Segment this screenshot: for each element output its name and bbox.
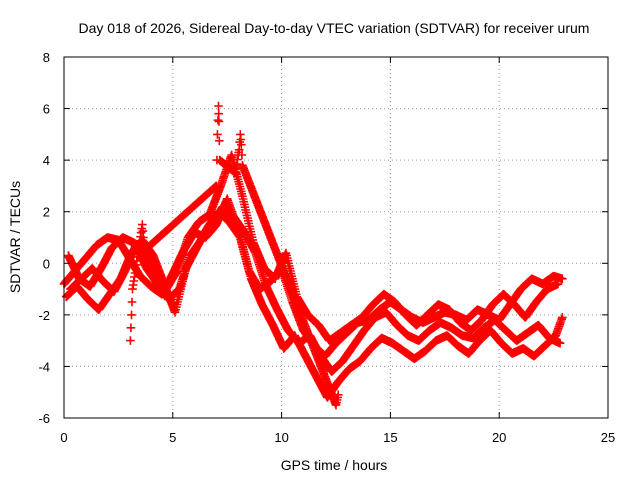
x-tick-label: 20 <box>492 430 506 445</box>
x-tick-label: 5 <box>169 430 176 445</box>
y-tick-label: -6 <box>38 411 50 426</box>
series-layer <box>59 101 567 410</box>
data-point-markers <box>66 202 565 376</box>
y-tick-label: 8 <box>43 50 50 65</box>
y-tick-label: 0 <box>43 256 50 271</box>
y-tick-label: 4 <box>43 153 50 168</box>
x-tick-label: 25 <box>601 430 615 445</box>
y-tick-label: -2 <box>38 308 50 323</box>
x-tick-label: 10 <box>274 430 288 445</box>
y-axis-label: SDTVAR / TECUs <box>7 181 23 293</box>
y-tick-label: -4 <box>38 359 50 374</box>
series-track-c <box>64 150 563 345</box>
x-tick-label: 0 <box>60 430 67 445</box>
y-tick-label: 2 <box>43 205 50 220</box>
series-track-spikes <box>126 101 343 410</box>
tick-layer: 0 5 10 15 20 25 -6 -4 -2 0 2 4 6 8 <box>38 50 615 445</box>
y-tick-label: 6 <box>43 102 50 117</box>
series-track-d <box>66 202 565 376</box>
x-tick-label: 15 <box>383 430 397 445</box>
data-point-markers <box>64 150 563 345</box>
plot-frame <box>63 56 609 419</box>
chart-title: Day 018 of 2026, Sidereal Day-to-day VTE… <box>79 20 590 36</box>
data-point-markers <box>126 101 343 410</box>
x-axis-label: GPS time / hours <box>281 457 388 473</box>
